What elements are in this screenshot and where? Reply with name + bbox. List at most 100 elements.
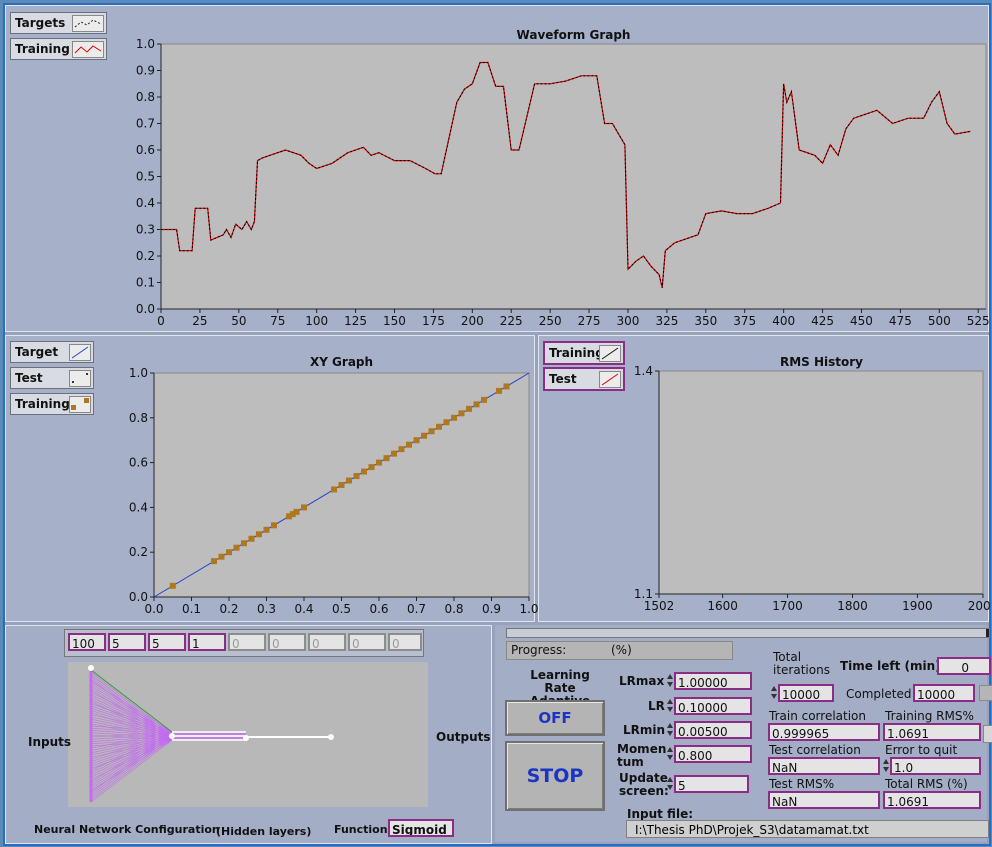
layer-input-7[interactable]: 0	[348, 633, 386, 651]
hidden-node	[243, 735, 249, 741]
training-point	[451, 414, 457, 421]
momentum-spinner[interactable]	[667, 746, 673, 762]
legend-training[interactable]: Training	[543, 341, 625, 365]
network-graph	[88, 665, 334, 803]
error-to-quit-input[interactable]: 1.0	[890, 757, 981, 775]
training-point	[398, 446, 405, 453]
legend-training[interactable]: Training	[10, 393, 94, 415]
legend-targets[interactable]: Targets	[10, 12, 107, 34]
x-tick-label: 475	[889, 314, 912, 328]
lrmax-spinner[interactable]	[667, 673, 673, 689]
progress-unit: (%)	[611, 643, 632, 657]
x-tick-label: 500	[928, 314, 951, 328]
layer-input-0[interactable]: 100	[68, 633, 106, 651]
training-rms-display: 1.0691	[883, 723, 981, 741]
update-screen-input[interactable]: 5	[674, 775, 749, 793]
network-panel: 100 5 5 1 0 0 0 0 0 Inputs Outputs Neura…	[5, 625, 492, 844]
network-connection	[90, 680, 173, 733]
legend-test[interactable]: Test	[543, 367, 625, 391]
x-tick-label: 175	[422, 314, 445, 328]
xy-panel: Target Test Training XY Graph 0.0 0.2 0.4 0…	[5, 335, 539, 622]
dashed-line-icon	[72, 15, 104, 32]
y-tick-label: 0.5	[136, 170, 155, 184]
network-connection	[90, 733, 173, 796]
training-point	[466, 405, 472, 412]
network-connection	[90, 714, 173, 733]
network-connection	[90, 737, 173, 801]
input-node	[88, 665, 94, 671]
x-tick-label: 300	[617, 314, 640, 328]
lr-input[interactable]: 0.10000	[674, 697, 752, 715]
network-connection	[90, 669, 173, 733]
training-point	[331, 486, 337, 493]
training-point	[406, 441, 412, 448]
x-tick-label: 375	[733, 314, 756, 328]
network-connection	[90, 731, 173, 738]
test-rms-display: NaN	[768, 791, 880, 809]
lrmin-input[interactable]: 0.00500	[674, 721, 752, 739]
x-tick-label: 425	[811, 314, 834, 328]
legend-label: Test	[15, 371, 43, 385]
network-connection	[90, 739, 173, 803]
waveform-legend: Targets Training	[10, 12, 107, 64]
y-tick-label: 1.1	[634, 587, 653, 601]
training-point	[496, 387, 502, 394]
test-correlation-display: NaN	[768, 757, 880, 775]
x-tick-label: 1700	[772, 599, 803, 613]
function-select[interactable]: Sigmoid	[388, 819, 454, 837]
plot-area	[160, 43, 987, 310]
x-tick-label: 275	[578, 314, 601, 328]
stop-button[interactable]: STOP	[505, 741, 605, 811]
training-point	[169, 582, 176, 589]
x-tick-label: 1.0	[519, 602, 538, 616]
progress-box	[506, 641, 733, 660]
layer-input-2[interactable]: 5	[148, 633, 186, 651]
y-tick-label: 0.1	[136, 276, 155, 290]
legend-test[interactable]: Test	[10, 367, 94, 389]
legend-label: Test	[549, 372, 577, 386]
layer-input-3[interactable]: 1	[188, 633, 226, 651]
x-tick-label: 450	[850, 314, 873, 328]
scroll-handle[interactable]	[983, 725, 992, 743]
momentum-input[interactable]: 0.800	[674, 745, 752, 763]
training-point	[346, 477, 352, 484]
network-connection	[90, 739, 173, 758]
completed-display: 10000	[913, 684, 975, 702]
y-tick-label: 0.4	[136, 196, 155, 210]
layer-input-5[interactable]: 0	[268, 633, 306, 651]
time-left-label: Time left (min)	[840, 659, 941, 673]
off-button[interactable]: OFF	[505, 700, 605, 736]
x-tick-label: 0.5	[332, 602, 351, 616]
lrmin-spinner[interactable]	[667, 722, 673, 738]
y-tick-label: 0.6	[129, 456, 148, 470]
layer-input-8[interactable]: 0	[388, 633, 422, 651]
update-spinner[interactable]	[667, 776, 673, 792]
hidden-layers-label: (Hidden layers)	[216, 825, 312, 838]
progress-label: Progress:	[511, 643, 567, 657]
layer-input-1[interactable]: 5	[108, 633, 146, 651]
legend-label: Target	[15, 345, 59, 359]
training-point	[391, 450, 397, 457]
total-iterations-input[interactable]: 10000	[778, 684, 834, 702]
y-tick-label: 1.0	[129, 366, 148, 380]
input-file-field[interactable]: I:\Thesis PhD\Projek_S3\datamamat.txt	[626, 820, 989, 838]
error-to-quit-spinner[interactable]	[883, 758, 889, 774]
time-left-display: 0	[937, 657, 991, 675]
training-point	[436, 423, 442, 430]
lrmax-input[interactable]: 1.00000	[674, 672, 752, 690]
layer-input-4[interactable]: 0	[228, 633, 266, 651]
lr-spinner[interactable]	[667, 698, 673, 714]
training-point	[503, 383, 510, 390]
training-point	[361, 468, 367, 475]
main-window: Targets Training Waveform Graph 0.0 0.1 0.…	[3, 3, 992, 846]
legend-training[interactable]: Training	[10, 38, 107, 60]
training-point	[458, 410, 465, 417]
x-tick-label: 0	[157, 314, 165, 328]
red-line-icon	[599, 371, 621, 388]
total-iterations-spinner[interactable]	[771, 685, 777, 701]
square-point-icon	[69, 396, 91, 413]
legend-target[interactable]: Target	[10, 341, 94, 363]
training-point	[233, 544, 240, 551]
layer-input-6[interactable]: 0	[308, 633, 346, 651]
